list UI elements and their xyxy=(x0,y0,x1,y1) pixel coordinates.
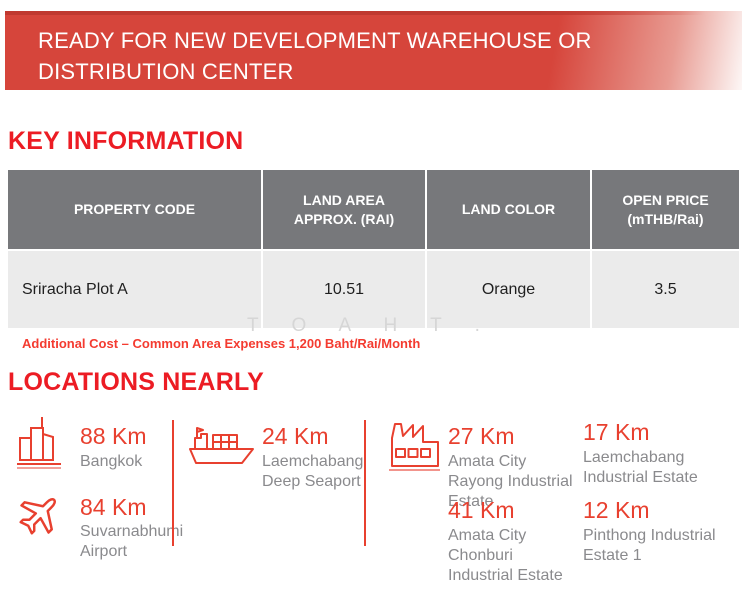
cargo-ship-icon xyxy=(187,422,257,473)
title-banner: READY FOR NEW DEVELOPMENT WAREHOUSE OR D… xyxy=(5,11,742,90)
location-name: Laemchabang Industrial Estate xyxy=(583,449,698,486)
table-cell-property-code: Sriracha Plot A xyxy=(8,251,261,328)
distance-value: 84 Km xyxy=(80,494,147,520)
distance-value: 88 Km xyxy=(80,423,147,449)
key-information-table: PROPERTY CODE LAND AREA APPROX. (RAI) LA… xyxy=(8,170,739,328)
city-buildings-icon xyxy=(15,414,63,477)
location-name: Laemchabang Deep Seaport xyxy=(262,453,364,490)
location-name: Suvarnabhumi Airport xyxy=(80,523,184,560)
distance-value: 12 Km xyxy=(583,497,650,523)
distance-value: 41 Km xyxy=(448,497,515,523)
table-header-open-price: OPEN PRICE (mTHB/Rai) xyxy=(592,170,739,249)
vertical-divider xyxy=(172,420,174,546)
table-header-property-code: PROPERTY CODE xyxy=(8,170,261,249)
table-header-land-area: LAND AREA APPROX. (RAI) xyxy=(263,170,425,249)
distance-value: 17 Km xyxy=(583,419,650,445)
location-name: Bangkok xyxy=(80,453,143,470)
distance-value: 24 Km xyxy=(262,423,329,449)
table-cell-land-color: Orange xyxy=(427,251,590,328)
additional-cost-note: Additional Cost – Common Area Expenses 1… xyxy=(22,336,421,351)
table-cell-open-price: 3.5 xyxy=(592,251,739,328)
banner-title: READY FOR NEW DEVELOPMENT WAREHOUSE OR D… xyxy=(38,28,592,84)
airplane-icon xyxy=(12,488,66,547)
vertical-divider xyxy=(364,420,366,546)
location-name: Pinthong Industrial Estate 1 xyxy=(583,527,716,564)
table-cell-land-area: 10.51 xyxy=(263,251,425,328)
distance-value: 27 Km xyxy=(448,423,515,449)
watermark-text: T O A H T . xyxy=(247,315,494,336)
key-information-heading: KEY INFORMATION xyxy=(8,127,244,155)
locations-heading: LOCATIONS NEARLY xyxy=(8,368,264,396)
factory-icon xyxy=(386,420,444,479)
table-header-land-color: LAND COLOR xyxy=(427,170,590,249)
location-name: Amata City Chonburi Industrial Estate xyxy=(448,527,563,584)
location-name: Amata City Rayong Industrial Estate xyxy=(448,453,573,510)
